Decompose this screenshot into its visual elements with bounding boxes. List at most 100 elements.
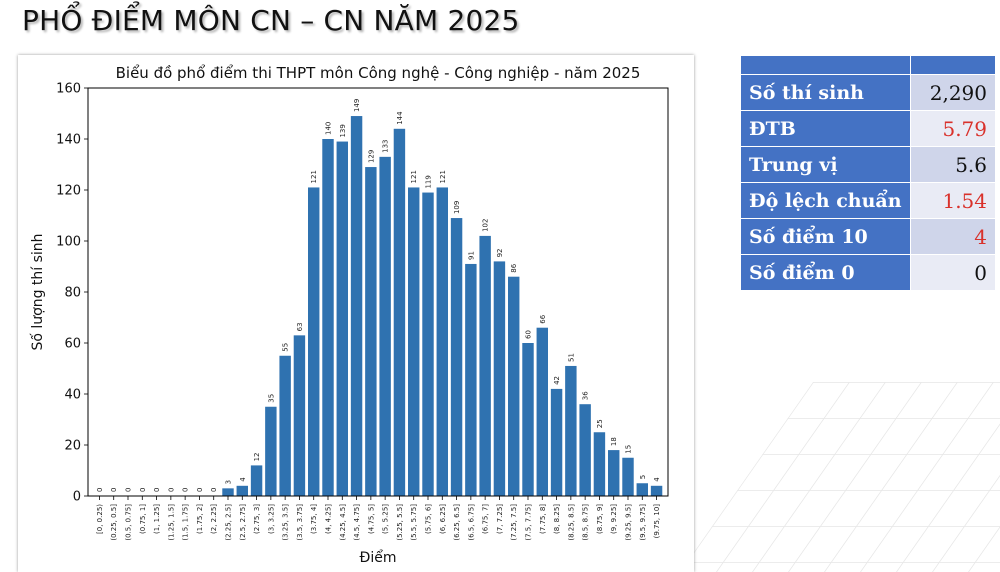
bar-value-label: 109 xyxy=(453,201,461,214)
stats-value: 2,290 xyxy=(909,74,997,111)
stats-header-row xyxy=(740,55,997,75)
chart-bar xyxy=(565,365,577,496)
chart-bar xyxy=(579,404,591,496)
chart-bar xyxy=(493,261,506,496)
bar-value-label: 129 xyxy=(367,150,375,163)
stats-label: Số điểm 0 xyxy=(740,254,911,291)
x-tick-label: (1, 1.25] xyxy=(153,504,161,534)
bar-value-label: 0 xyxy=(182,488,190,492)
chart-bar xyxy=(436,187,448,496)
chart-bar xyxy=(465,263,477,496)
x-tick-label: (3.75, 4] xyxy=(310,504,318,534)
stats-table: Số thí sinh 2,290 ĐTB 5.79 Trung vị 5.6 … xyxy=(740,55,997,291)
y-tick-label: 20 xyxy=(64,439,81,454)
x-tick-label: (4.5, 4.75] xyxy=(353,504,361,541)
x-tick-label: (3.25, 3.5] xyxy=(282,504,290,541)
bar-value-label: 91 xyxy=(467,251,475,260)
chart-bar xyxy=(522,343,534,496)
bar-value-label: 66 xyxy=(539,314,547,323)
x-tick-label: (6.5, 6.75] xyxy=(467,504,475,541)
chart-bar xyxy=(322,139,334,496)
chart-bar xyxy=(293,335,306,496)
stats-label: ĐTB xyxy=(740,110,911,147)
y-tick-label: 120 xyxy=(56,184,81,199)
stats-value: 1.54 xyxy=(909,182,997,219)
bar-value-label: 102 xyxy=(482,219,490,232)
bar-value-label: 0 xyxy=(125,488,133,492)
chart-bar xyxy=(408,187,420,496)
bar-value-label: 149 xyxy=(353,99,361,112)
chart-bar xyxy=(536,327,548,496)
x-tick-label: (7.75, 8] xyxy=(539,504,547,534)
x-tick-label: (0.25, 0.5] xyxy=(110,504,118,541)
stats-value: 5.79 xyxy=(909,110,997,147)
x-tick-label: (0.75, 1] xyxy=(139,504,147,534)
x-tick-label: (2.5, 2.75] xyxy=(239,504,247,541)
page-title: PHỔ ĐIỂM MÔN CN – CN NĂM 2025 xyxy=(22,4,520,37)
bar-value-label: 18 xyxy=(610,437,618,446)
bar-value-label: 121 xyxy=(439,170,447,183)
x-tick-label: (9.25, 9.5] xyxy=(625,504,633,541)
x-tick-label: (4.75, 5] xyxy=(367,504,375,534)
bar-value-label: 25 xyxy=(596,419,604,428)
y-tick-label: 160 xyxy=(56,82,81,97)
chart-bar xyxy=(479,235,491,496)
bar-value-label: 86 xyxy=(510,263,518,272)
bar-value-label: 35 xyxy=(267,394,275,403)
x-tick-label: (8.75, 9] xyxy=(596,504,604,534)
bar-value-label: 121 xyxy=(410,170,418,183)
x-tick-label: (2.25, 2.5] xyxy=(225,504,233,541)
x-tick-label: (1.25, 1.5] xyxy=(167,504,175,541)
y-tick-label: 140 xyxy=(56,133,81,148)
chart-bar xyxy=(308,187,320,496)
stats-value: 5.6 xyxy=(909,146,997,183)
y-tick-label: 40 xyxy=(64,388,81,403)
stats-row-average: ĐTB 5.79 xyxy=(740,110,997,147)
stats-label: Số thí sinh xyxy=(740,74,911,111)
x-tick-label: (1.5, 1.75] xyxy=(182,504,190,541)
background-grid-decoration xyxy=(680,382,1000,572)
y-tick-label: 80 xyxy=(64,286,81,301)
bar-value-label: 63 xyxy=(296,322,304,331)
bar-value-label: 0 xyxy=(210,488,218,492)
bar-value-label: 4 xyxy=(653,477,661,482)
stats-label: Độ lệch chuẩn xyxy=(740,182,911,219)
x-tick-label: (4, 4.25] xyxy=(325,504,333,534)
x-tick-label: [0, 0.25) xyxy=(96,504,104,534)
x-tick-label: (6, 6.25] xyxy=(439,504,447,534)
x-tick-label: (0.5, 0.75] xyxy=(125,504,133,541)
chart-bar xyxy=(250,465,263,496)
chart-bar xyxy=(236,485,248,496)
y-tick-label: 100 xyxy=(56,235,81,250)
bar-value-label: 140 xyxy=(325,122,333,135)
bar-value-label: 0 xyxy=(96,488,104,492)
bar-value-label: 55 xyxy=(282,343,290,352)
bar-value-label: 12 xyxy=(253,452,261,461)
stats-row-std-dev: Độ lệch chuẩn 1.54 xyxy=(740,182,997,219)
chart-bar xyxy=(422,192,434,497)
chart-title: Biểu đồ phổ điểm thi THPT môn Công nghệ … xyxy=(116,64,641,82)
x-tick-label: (8.25, 8.5] xyxy=(567,504,575,541)
x-tick-label: (1.75, 2] xyxy=(196,504,204,534)
chart-bar xyxy=(365,167,377,497)
x-tick-label: (7.5, 7.75] xyxy=(525,504,533,541)
x-tick-label: (9.5, 9.75] xyxy=(639,504,647,541)
bar-value-label: 121 xyxy=(310,170,318,183)
x-axis-label: Điểm xyxy=(360,549,397,566)
x-tick-label: (9, 9.25] xyxy=(610,504,618,534)
chart-bar xyxy=(265,406,277,496)
chart-bar xyxy=(508,276,520,496)
chart-bar xyxy=(450,218,463,497)
stats-row-total-candidates: Số thí sinh 2,290 xyxy=(740,74,997,111)
x-tick-label: (6.25, 6.5] xyxy=(453,504,461,541)
chart-bar xyxy=(636,483,648,496)
bar-value-label: 92 xyxy=(496,248,504,257)
bar-value-label: 42 xyxy=(553,376,561,385)
x-tick-label: (3, 3.25] xyxy=(267,504,275,534)
chart-bar xyxy=(350,116,363,497)
chart-panel: Biểu đồ phổ điểm thi THPT môn Công nghệ … xyxy=(18,55,694,572)
bar-value-label: 0 xyxy=(196,488,204,492)
x-tick-label: (8.5, 8.75] xyxy=(582,504,590,541)
x-tick-label: (5.75, 6] xyxy=(425,504,433,534)
bar-value-label: 3 xyxy=(225,480,233,484)
